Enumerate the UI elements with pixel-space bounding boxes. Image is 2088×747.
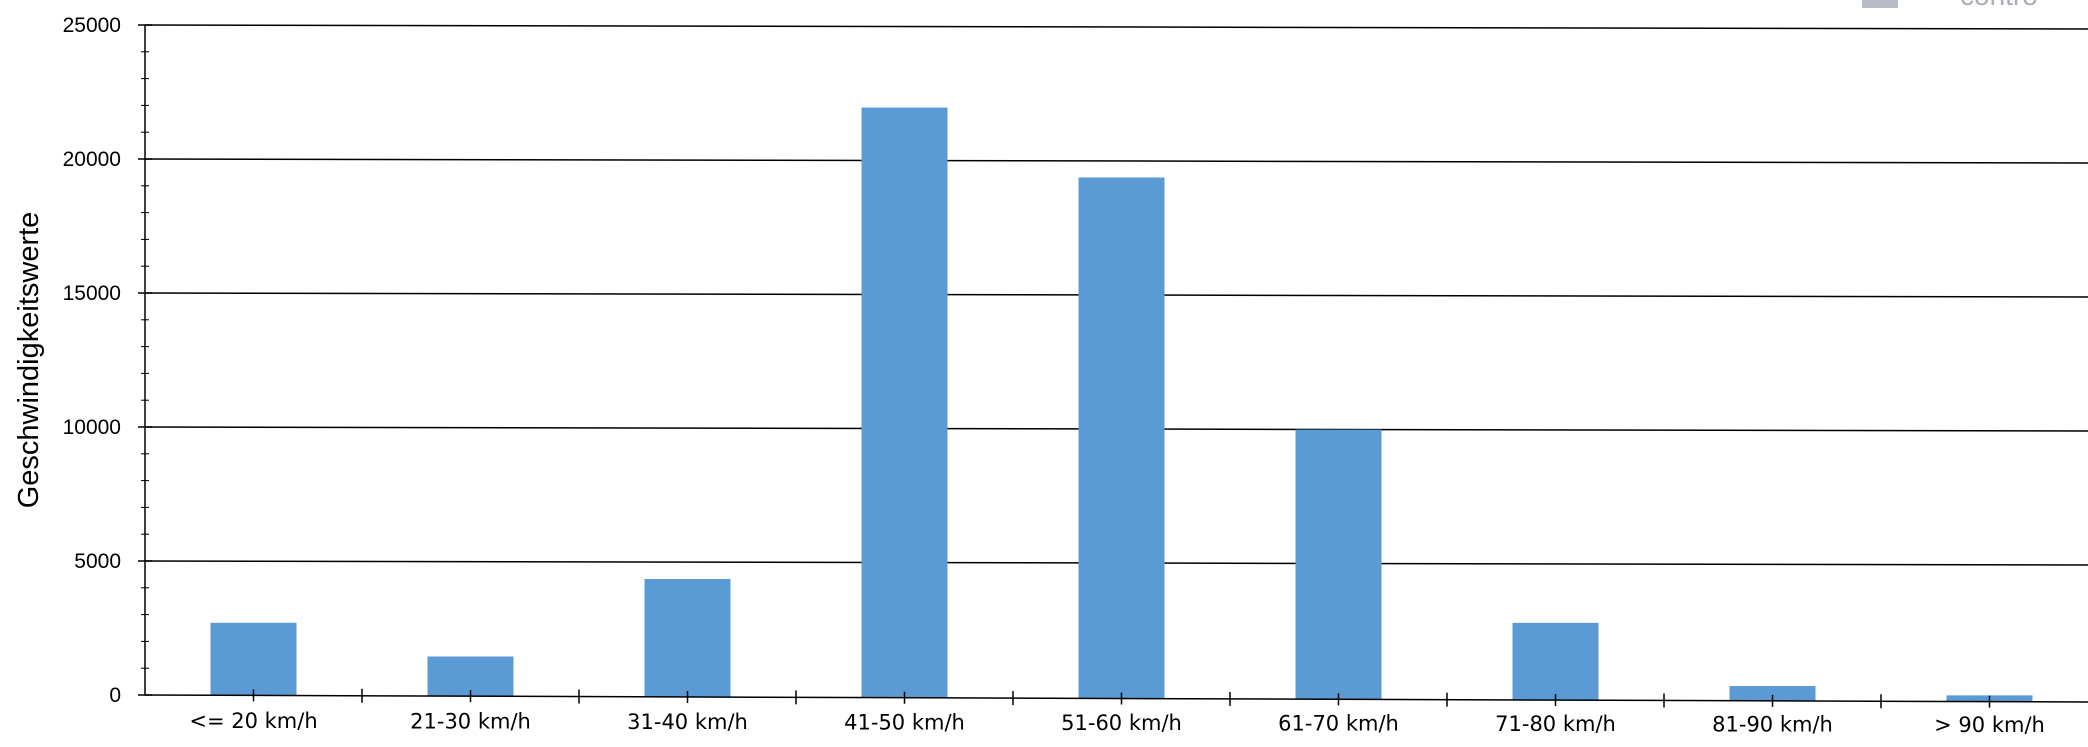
x-axis-line <box>144 694 2088 703</box>
labels: 0 5000 10000 15000 20000 25000 <= 20 km/h 21-30… <box>63 14 2045 737</box>
bar <box>1295 429 1382 700</box>
y-tick-label: 25000 <box>63 14 121 37</box>
x-tick-label: 81-90 km/h <box>1712 713 1833 737</box>
y-tick-label: 0 <box>109 684 121 707</box>
logo-icon <box>1862 0 1898 8</box>
bar <box>1512 622 1599 701</box>
bar <box>644 579 731 697</box>
x-tick-label: 41-50 km/h <box>844 711 965 735</box>
y-tick-label: 10000 <box>63 416 121 439</box>
x-tick-label: 51-60 km/h <box>1061 711 1182 735</box>
gridline <box>144 24 2088 30</box>
y-tick-label: 15000 <box>63 282 121 305</box>
logo-watermark: contro <box>1862 0 2038 11</box>
bar <box>1729 686 1816 701</box>
y-axis-title: Geschwindigkeitswerte <box>13 212 45 509</box>
bar <box>427 656 514 697</box>
x-tick-label: <= 20 km/h <box>189 709 317 733</box>
gridline <box>144 158 2088 164</box>
x-tick-label: 61-70 km/h <box>1278 712 1399 736</box>
bars <box>210 107 2033 702</box>
bar <box>1078 177 1165 699</box>
x-tick-label: 31-40 km/h <box>627 710 748 734</box>
x-tick-label: 21-30 km/h <box>410 710 531 734</box>
bar <box>210 622 297 696</box>
y-tick-label: 20000 <box>63 148 121 171</box>
x-tick-label: 71-80 km/h <box>1495 712 1616 736</box>
x-tick-label: > 90 km/h <box>1934 713 2045 737</box>
y-tick-label: 5000 <box>74 550 121 573</box>
bar <box>861 107 948 698</box>
axes <box>138 24 2088 709</box>
logo-text: contro <box>1960 0 2038 11</box>
